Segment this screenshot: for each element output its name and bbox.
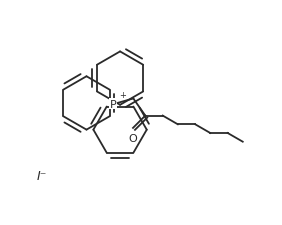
Text: P: P xyxy=(110,99,116,109)
Text: +: + xyxy=(120,90,127,99)
Text: I⁻: I⁻ xyxy=(37,170,47,182)
Text: O: O xyxy=(129,133,137,143)
